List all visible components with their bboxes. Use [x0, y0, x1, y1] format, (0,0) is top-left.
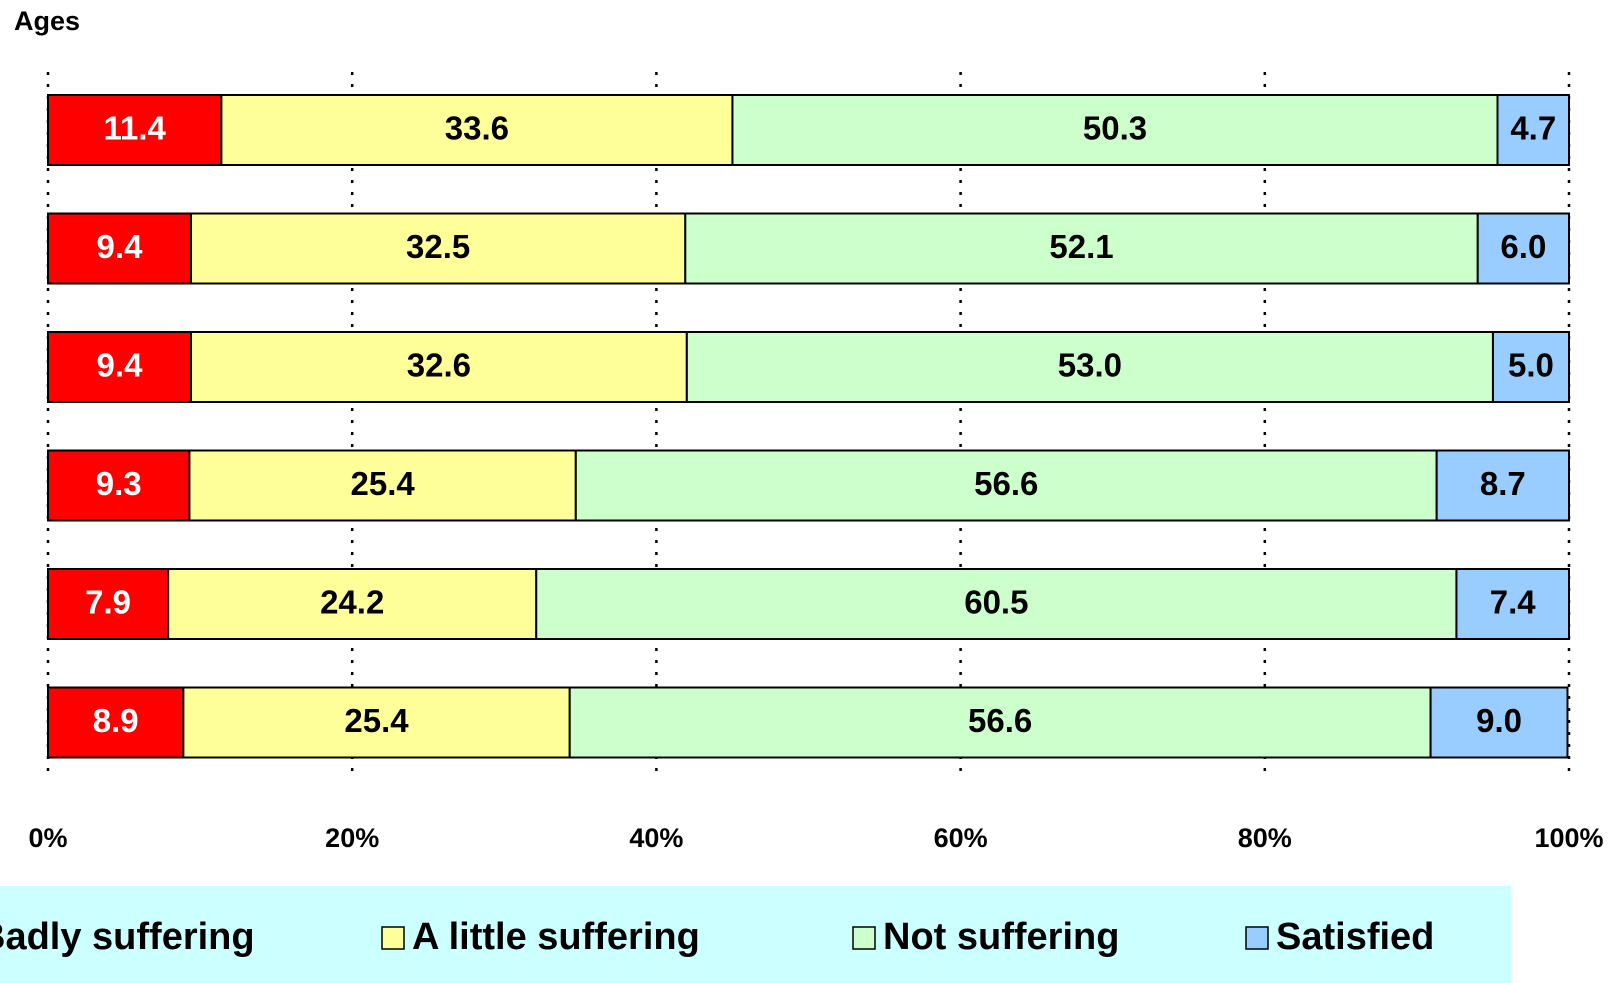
bar-segment [47, 686, 185, 759]
data-label: 7.4 [1490, 584, 1537, 621]
bar-segment [47, 212, 192, 285]
data-label: 9.4 [97, 347, 144, 384]
bar-segment [47, 568, 170, 640]
x-tick-label: 40% [629, 823, 683, 853]
data-label: 25.4 [344, 702, 409, 739]
data-label: 53.0 [1058, 347, 1122, 384]
data-label: 25.4 [351, 465, 416, 502]
bar-segment [167, 568, 538, 640]
data-label: 60.5 [964, 584, 1028, 621]
bar-segment [189, 212, 687, 285]
bar-segment [568, 686, 1432, 759]
bar-segment [1476, 212, 1570, 285]
legend-label: Satisfied [1276, 916, 1434, 958]
bar-segment [1455, 568, 1571, 640]
data-label: 4.7 [1510, 110, 1556, 147]
chart-title: Ages [14, 6, 80, 36]
bar-segment [1429, 686, 1569, 759]
bar-segment [189, 331, 688, 403]
bar-segment [1491, 331, 1570, 403]
data-label: 9.0 [1476, 702, 1522, 739]
data-label: 6.0 [1500, 228, 1546, 265]
data-label: 11.4 [103, 110, 166, 147]
data-label: 32.5 [406, 228, 470, 265]
data-label: 9.3 [96, 465, 142, 502]
bar-segment [188, 449, 577, 522]
data-label: 52.1 [1049, 228, 1113, 265]
bar-segment [220, 94, 734, 166]
bar-segment [535, 568, 1458, 640]
data-label: 33.6 [445, 110, 509, 147]
bar-segment [684, 212, 1479, 285]
bar-segment [1435, 449, 1570, 522]
data-label: 8.9 [93, 702, 139, 739]
x-tick-label: 80% [1238, 823, 1292, 853]
legend-swatch [1245, 926, 1269, 950]
data-label: 56.6 [974, 465, 1038, 502]
x-tick-label: 100% [1534, 823, 1603, 853]
x-tick-label: 0% [28, 823, 67, 853]
x-tick-label: 60% [934, 823, 988, 853]
data-label: 24.2 [320, 584, 384, 621]
data-label: 8.7 [1480, 465, 1526, 502]
bar-segment [182, 686, 571, 759]
bar-segment [731, 94, 1499, 166]
data-label: 56.6 [968, 702, 1032, 739]
bar-segment [1496, 94, 1570, 166]
bar-segment [47, 331, 192, 403]
x-tick-label: 20% [325, 823, 379, 853]
data-label: 7.9 [85, 584, 131, 621]
legend-label: A little suffering [412, 916, 700, 958]
data-label: 50.3 [1083, 110, 1147, 147]
bar-segment [47, 94, 223, 166]
bar-segment [47, 449, 191, 522]
data-label: 9.4 [97, 228, 144, 265]
data-label: 5.0 [1508, 347, 1554, 384]
legend-swatch [852, 926, 876, 950]
legend-swatch [381, 926, 405, 950]
data-label: 32.6 [407, 347, 471, 384]
legend-label: Not suffering [883, 916, 1119, 958]
legend-label: Badly suffering [0, 916, 255, 958]
